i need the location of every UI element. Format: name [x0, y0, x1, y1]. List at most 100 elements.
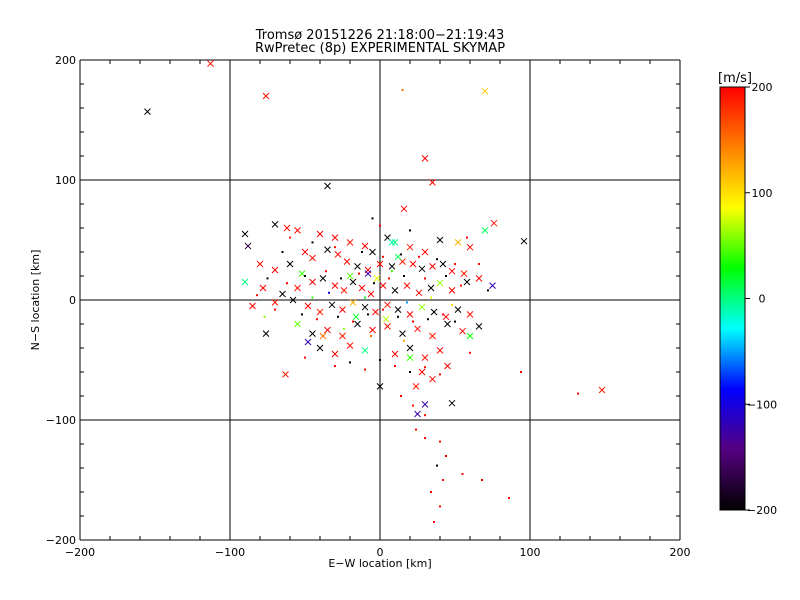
dot-marker [406, 301, 408, 304]
cross-marker [414, 325, 421, 333]
cross-marker [316, 344, 324, 352]
dot-marker [382, 308, 384, 311]
colorbar-tick-label: 100 [752, 187, 773, 200]
cross-marker [459, 327, 466, 335]
cross-marker [384, 323, 391, 330]
dot-marker [401, 89, 404, 91]
cross-marker [391, 239, 399, 246]
cross-marker [373, 275, 381, 282]
cross-marker [354, 320, 361, 328]
cross-marker [403, 282, 411, 289]
dot-marker [364, 368, 366, 371]
cross-marker [436, 236, 444, 244]
dot-marker [263, 315, 266, 318]
dot-marker [334, 246, 336, 249]
cross-marker [309, 278, 316, 286]
x-tick-label: 0 [377, 546, 384, 559]
cross-marker [415, 289, 423, 297]
dot-marker [304, 275, 306, 277]
dot-marker [415, 428, 417, 431]
y-tick-label: 100 [55, 174, 76, 187]
dot-marker [316, 318, 318, 321]
cross-marker [319, 275, 327, 282]
dot-marker [461, 473, 464, 475]
dot-marker [427, 318, 429, 321]
dot-marker [311, 241, 314, 244]
cross-marker [343, 258, 351, 265]
cross-marker [319, 332, 327, 340]
dot-marker [403, 275, 405, 277]
dot-marker [418, 255, 420, 258]
x-tick-label: 200 [670, 546, 691, 559]
dot-marker [409, 229, 411, 232]
cross-marker [448, 287, 456, 294]
dot-marker [388, 277, 390, 280]
dot-marker [256, 294, 258, 297]
dot-marker [469, 351, 471, 354]
cross-marker [316, 230, 324, 238]
dot-marker [445, 455, 447, 457]
cross-marker [520, 237, 528, 245]
cross-marker [421, 155, 429, 162]
cross-marker [400, 205, 408, 213]
cross-marker [454, 239, 462, 246]
dot-marker [325, 270, 327, 273]
dot-marker [412, 404, 414, 407]
cross-marker [448, 267, 456, 275]
cross-marker [361, 347, 369, 354]
dot-marker [361, 251, 363, 253]
cross-marker [331, 282, 339, 289]
dot-marker [367, 313, 369, 316]
cross-marker [481, 87, 489, 95]
dot-marker [358, 272, 360, 275]
cross-marker [598, 386, 606, 394]
dot-marker [436, 258, 438, 261]
cross-marker [244, 242, 252, 250]
cross-marker [346, 272, 354, 280]
dot-marker [466, 236, 468, 239]
colorbar-tick-label: 200 [752, 81, 773, 94]
cross-marker [406, 311, 414, 318]
dot-marker [382, 255, 384, 258]
dot-marker [301, 313, 303, 316]
dot-marker [391, 270, 393, 273]
cross-marker [418, 265, 426, 273]
cross-marker [294, 227, 301, 234]
cross-marker [489, 282, 496, 289]
axis-ticks: −200 −100 0 100 200 −200 −100 0 100 200 [46, 54, 691, 559]
cross-marker [436, 279, 444, 287]
cross-marker [421, 248, 429, 256]
cross-marker [388, 239, 396, 246]
cross-marker [207, 60, 214, 67]
cross-marker [418, 368, 426, 376]
cross-marker [294, 320, 301, 328]
colorbar-tick-label: −100 [747, 398, 777, 411]
cross-marker [379, 282, 387, 289]
dot-marker [334, 365, 336, 367]
cross-marker [466, 332, 474, 340]
dot-marker [478, 263, 480, 265]
cross-marker [429, 375, 436, 383]
cross-marker [256, 260, 264, 268]
cross-marker [444, 320, 451, 328]
cross-marker [421, 401, 429, 408]
y-tick-label: −200 [46, 534, 76, 547]
dot-marker [454, 263, 456, 265]
dot-marker [460, 284, 462, 287]
dot-marker [364, 296, 366, 299]
cross-marker [418, 303, 426, 311]
dot-marker [397, 315, 399, 318]
cross-marker [289, 296, 297, 304]
dot-marker [577, 392, 579, 395]
dot-marker [412, 320, 414, 323]
dot-marker [400, 253, 402, 256]
cross-marker [414, 410, 421, 418]
dot-marker [340, 277, 342, 280]
dot-marker [400, 395, 402, 397]
colorbar [719, 86, 746, 511]
dot-marker [454, 320, 456, 323]
chart-subtitle: RwPretec (8p) EXPERIMENTAL SKYMAP [255, 41, 505, 56]
cross-marker [324, 326, 331, 334]
cross-marker [331, 234, 339, 241]
x-axis-label: E−W location [km] [328, 557, 431, 570]
